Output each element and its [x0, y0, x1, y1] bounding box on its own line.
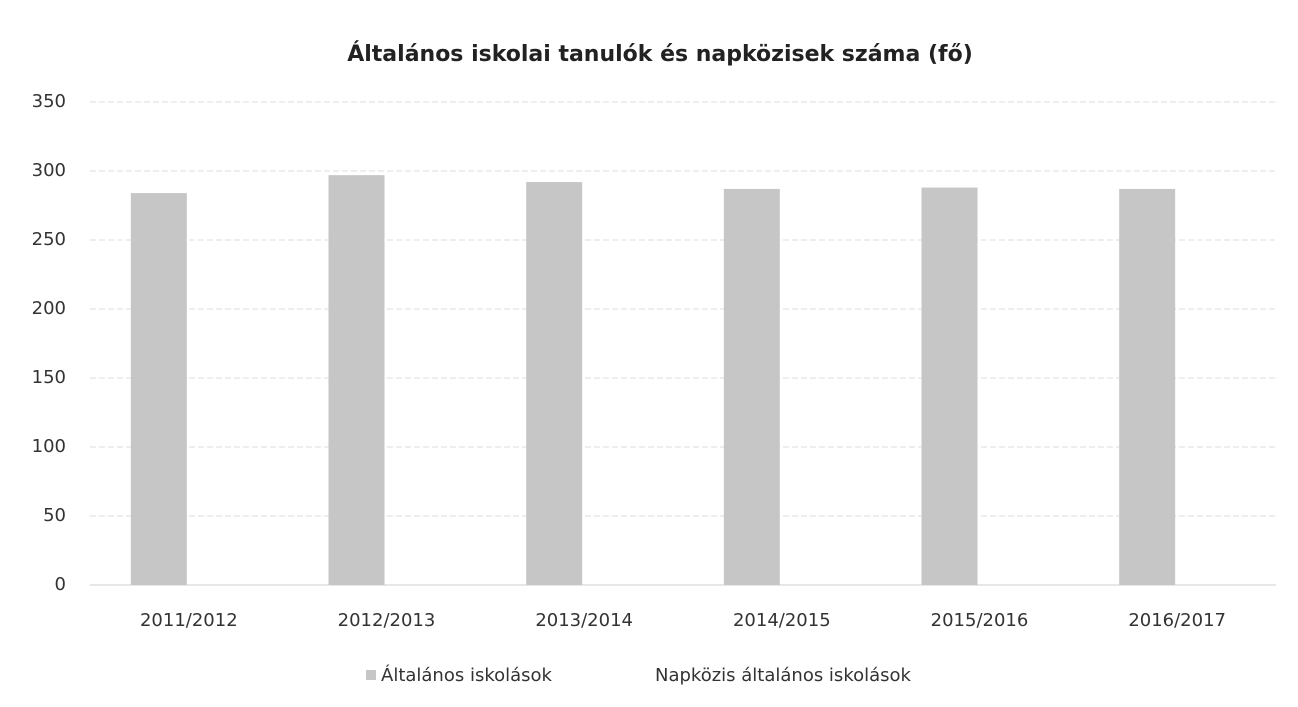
y-tick-label: 300 — [32, 160, 66, 181]
x-tick-label: 2013/2014 — [535, 610, 633, 631]
y-tick-label: 0 — [55, 574, 66, 595]
bar — [526, 182, 583, 586]
y-tick-label: 200 — [32, 298, 66, 319]
bar — [1119, 188, 1176, 585]
legend-swatch — [366, 670, 376, 680]
bar — [130, 193, 187, 585]
y-tick-label: 100 — [32, 436, 66, 457]
bar — [723, 188, 780, 585]
y-tick-label: 250 — [32, 229, 66, 250]
legend-label: Általános iskolások — [381, 664, 553, 686]
x-tick-label: 2016/2017 — [1128, 610, 1226, 631]
x-tick-label: 2015/2016 — [931, 610, 1029, 631]
bar — [921, 187, 978, 585]
chart-title: Általános iskolai tanulók és napközisek … — [347, 41, 973, 67]
legend-swatch — [640, 670, 650, 680]
y-tick-label: 150 — [32, 367, 66, 388]
y-tick-label: 350 — [32, 91, 66, 112]
y-tick-label: 50 — [43, 505, 66, 526]
x-tick-label: 2012/2013 — [338, 610, 436, 631]
x-tick-label: 2011/2012 — [140, 610, 238, 631]
legend-label: Napközis általános iskolások — [655, 665, 912, 686]
x-tick-label: 2014/2015 — [733, 610, 831, 631]
bar — [328, 175, 385, 585]
